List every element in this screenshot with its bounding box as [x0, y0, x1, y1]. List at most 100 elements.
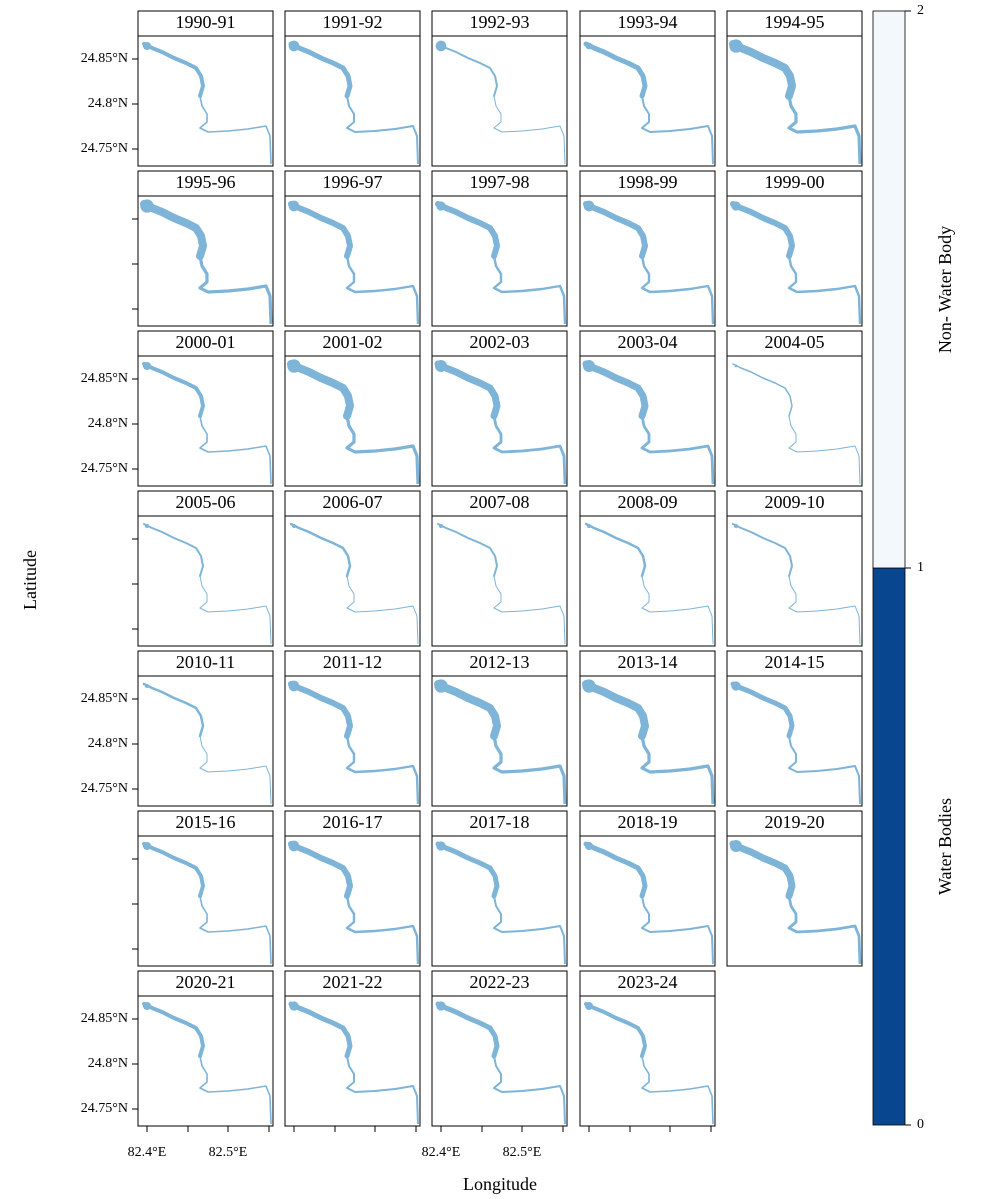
map-frame: [580, 196, 715, 326]
panel-title: 2020-21: [176, 972, 236, 992]
water-head: [585, 842, 593, 850]
water-head: [586, 43, 593, 50]
water-head: [734, 524, 738, 528]
map-frame: [580, 356, 715, 486]
colorbar-segment: [873, 568, 905, 1125]
map-frame: [138, 996, 273, 1126]
map-frame: [432, 996, 567, 1126]
panel-title: 2017-18: [470, 812, 530, 832]
y-tick-label: 24.75°N: [81, 461, 128, 476]
map-frame: [727, 836, 862, 966]
panel-title: 2010-11: [176, 652, 235, 672]
map-frame: [138, 356, 273, 486]
map-frame: [138, 36, 273, 166]
panel-title: 2014-15: [765, 652, 825, 672]
map-frame: [138, 196, 273, 326]
map-frame: [580, 836, 715, 966]
y-tick-label: 24.8°N: [88, 96, 128, 111]
colorbar-tick-label: 1: [917, 560, 924, 575]
panel-title: 2015-16: [176, 812, 236, 832]
y-tick-label: 24.85°N: [81, 371, 128, 386]
panel-title: 2003-04: [618, 332, 678, 352]
panel-title: 1998-99: [618, 172, 678, 192]
water-head: [292, 524, 296, 528]
map-frame: [285, 356, 420, 486]
x-tick-label: 82.5°E: [503, 1145, 542, 1160]
panel-title: 2016-17: [323, 812, 383, 832]
water-head: [439, 524, 443, 528]
y-tick-label: 24.8°N: [88, 416, 128, 431]
panel-title: 2011-12: [323, 652, 382, 672]
water-head: [143, 842, 151, 850]
colorbar-segment: [873, 11, 905, 568]
panel-title: 2007-08: [470, 492, 530, 512]
colorbar-class-label: Non- Water Body: [935, 226, 955, 353]
map-frame: [432, 356, 567, 486]
water-head: [584, 201, 595, 212]
map-frame: [432, 516, 567, 646]
map-frame: [138, 676, 273, 806]
water-head: [587, 524, 591, 528]
map-frame: [138, 836, 273, 966]
panel-title: 2002-03: [470, 332, 530, 352]
map-frame: [138, 516, 273, 646]
water-head: [735, 365, 738, 368]
figure: Latitude Longitude 1990-91 24.85°N 24.8°N 2…: [0, 0, 984, 1199]
water-head: [730, 840, 742, 852]
x-axis-label: Longitude: [463, 1174, 537, 1194]
map-frame: [727, 356, 862, 486]
water-head: [583, 360, 595, 372]
x-tick-label: 82.4°E: [422, 1145, 461, 1160]
water-head: [145, 524, 149, 528]
panel-title: 2022-23: [470, 972, 530, 992]
water-head: [287, 359, 300, 372]
map-frame: [580, 36, 715, 166]
map-frame: [432, 676, 567, 806]
water-head: [435, 360, 447, 372]
y-tick-label: 24.85°N: [81, 51, 128, 66]
water-head: [729, 39, 742, 52]
water-head: [143, 1002, 151, 1010]
map-frame: [285, 676, 420, 806]
x-tick-label: 82.4°E: [128, 1145, 167, 1160]
water-head: [145, 684, 149, 688]
water-head: [436, 41, 447, 52]
map-frame: [432, 836, 567, 966]
panel-title: 2021-22: [323, 972, 383, 992]
water-head: [582, 679, 595, 692]
panel-title: 2004-05: [765, 332, 825, 352]
water-head: [289, 1001, 298, 1010]
water-head: [289, 201, 300, 212]
water-head: [731, 681, 740, 690]
water-head: [289, 681, 300, 692]
water-head: [143, 362, 151, 370]
panel-title: 1990-91: [176, 12, 236, 32]
map-frame: [432, 36, 567, 166]
map-frame: [432, 196, 567, 326]
colorbar-tick-label: 0: [917, 1117, 924, 1132]
map-frame: [727, 196, 862, 326]
panel-title: 2013-14: [618, 652, 678, 672]
panel-title: 1992-93: [470, 12, 530, 32]
water-head: [731, 201, 740, 210]
map-frame: [285, 196, 420, 326]
y-tick-label: 24.85°N: [81, 1011, 128, 1026]
map-frame: [285, 36, 420, 166]
water-head: [585, 1002, 593, 1010]
panel-title: 1993-94: [618, 12, 678, 32]
map-frame: [727, 516, 862, 646]
panel-title: 2008-09: [618, 492, 678, 512]
map-frame: [285, 836, 420, 966]
panel-title: 2019-20: [765, 812, 825, 832]
water-head: [434, 679, 447, 692]
y-tick-label: 24.75°N: [81, 781, 128, 796]
panel-title: 2023-24: [618, 972, 678, 992]
colorbar-class-label: Water Bodies: [935, 798, 955, 895]
water-head: [140, 199, 153, 212]
y-axis-label: Latitude: [20, 550, 40, 610]
water-head: [436, 1001, 445, 1010]
panel-title: 1991-92: [323, 12, 383, 32]
y-tick-label: 24.8°N: [88, 1056, 128, 1071]
panel-title: 1997-98: [470, 172, 530, 192]
panel-title: 1995-96: [176, 172, 236, 192]
